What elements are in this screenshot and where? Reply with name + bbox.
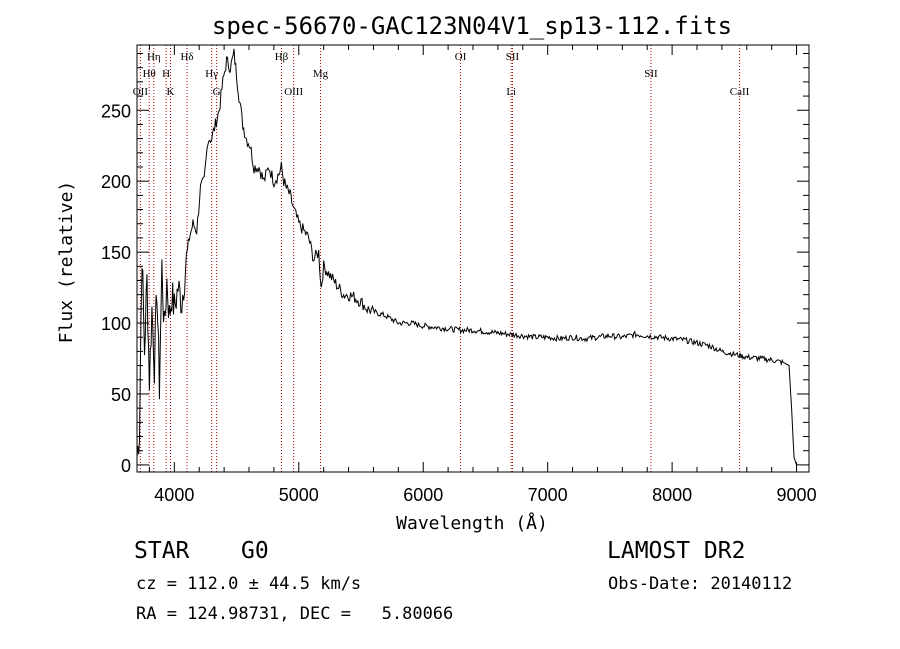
y-tick-label-0: 0	[121, 456, 131, 476]
y-tick-label-1: 50	[111, 385, 131, 405]
line-label-13: Li	[506, 86, 516, 98]
line-label-11: OI	[455, 51, 467, 63]
observation-date: Obs-Date: 20140112	[608, 574, 793, 594]
object-subclass: G0	[241, 538, 269, 564]
x-tick-label-3: 7000	[528, 485, 568, 505]
plot-frame	[136, 44, 810, 473]
y-tick-label-2: 100	[101, 314, 131, 334]
x-tick-label-1: 5000	[279, 485, 319, 505]
line-label-5: Hδ	[180, 51, 193, 63]
line-label-9: OIII	[284, 86, 303, 98]
line-label-4: K	[166, 86, 174, 98]
x-tick-label-4: 8000	[652, 485, 692, 505]
redshift-velocity: cz = 112.0 ± 44.5 km/s	[136, 574, 362, 594]
x-tick-label-0: 4000	[154, 485, 194, 505]
y-axis: 0 50 100 150 200 250	[101, 53, 809, 476]
coordinates: RA = 124.98731, DEC = 5.80066	[136, 604, 454, 624]
survey-release: LAMOST DR2	[607, 538, 746, 564]
line-label-3: H	[162, 68, 170, 80]
x-axis: 4000 5000 6000 7000 8000 9000	[148, 45, 817, 505]
object-class: STAR	[134, 538, 190, 564]
spectrum-series-line	[136, 48, 798, 466]
line-label-6: Hγ	[205, 68, 218, 80]
x-tick-label-2: 6000	[403, 485, 443, 505]
x-axis-label: Wavelength (Å)	[396, 512, 548, 534]
line-label-14: SII	[644, 68, 658, 80]
x-tick-label-5: 9000	[777, 485, 817, 505]
line-label-7: G	[213, 86, 221, 98]
line-label-2: Hη	[147, 51, 161, 63]
line-label-1: Hθ	[143, 68, 156, 80]
line-label-12: SII	[506, 51, 520, 63]
line-label-15: CaII	[730, 86, 750, 98]
line-label-10: Mg	[313, 68, 329, 80]
y-axis-label: Flux (relative)	[56, 181, 77, 344]
line-label-8: Hβ	[275, 51, 289, 63]
y-tick-label-3: 150	[101, 243, 131, 263]
chart-title: spec-56670-GAC123N04V1_sp13-112.fits	[212, 12, 732, 40]
y-tick-label-5: 250	[101, 101, 131, 121]
y-tick-label-4: 200	[101, 172, 131, 192]
